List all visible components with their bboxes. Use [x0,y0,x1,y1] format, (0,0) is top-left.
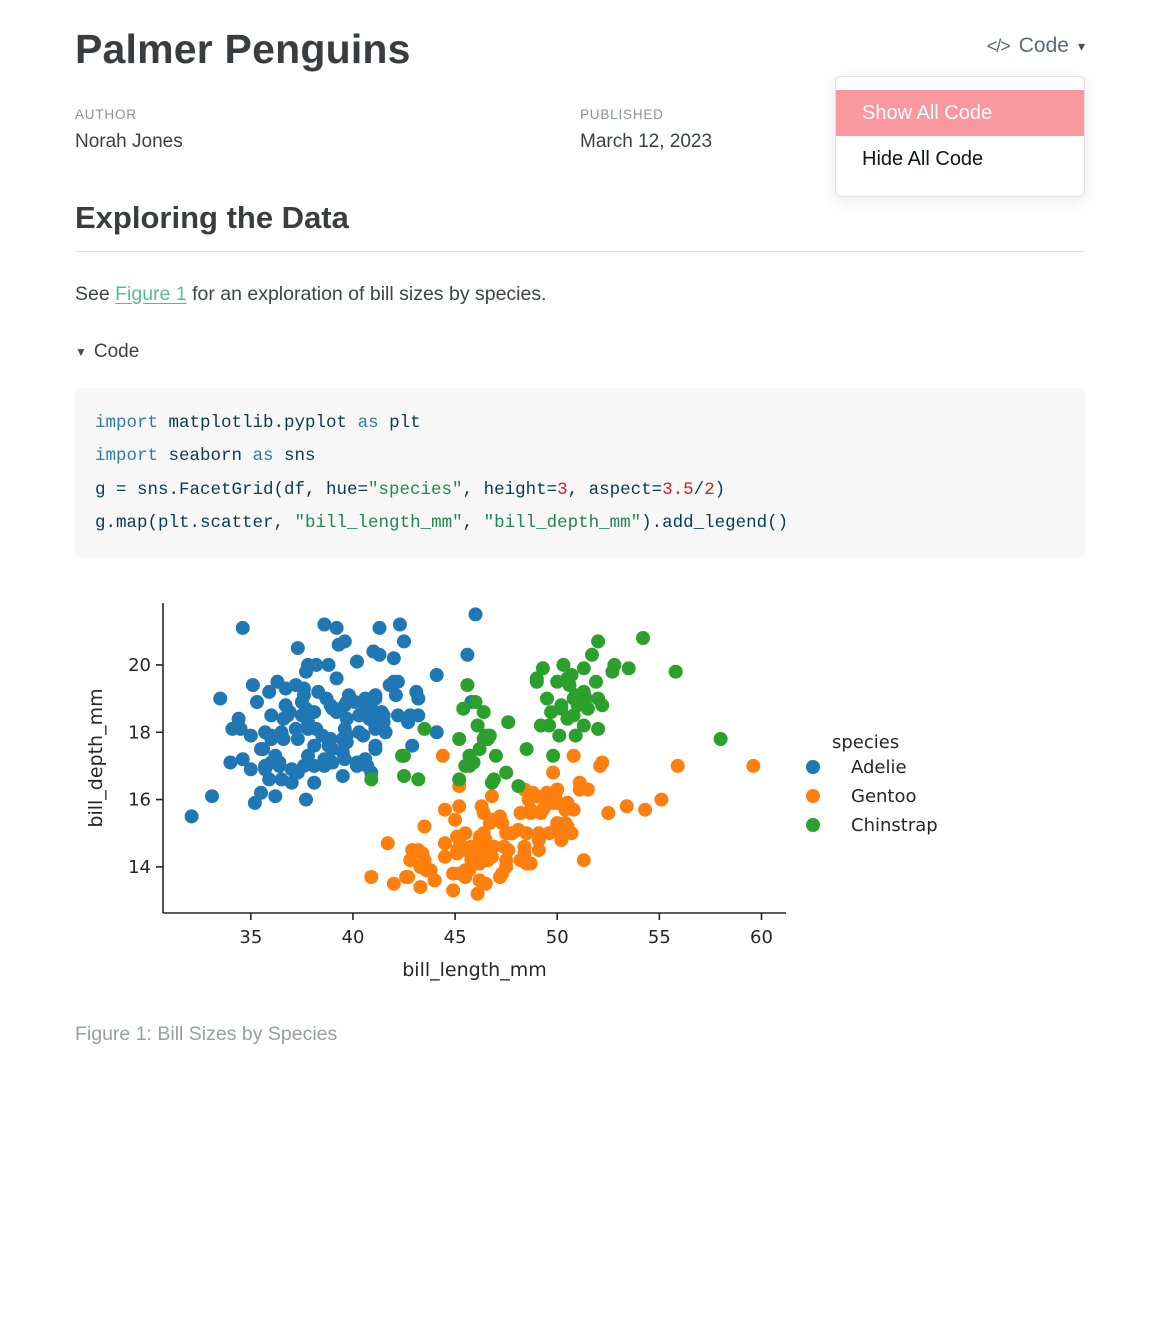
code-tools: </> Code ▾ Show All Code Hide All Code [835,34,1085,197]
menu-item-hide-all-code[interactable]: Hide All Code [862,148,984,170]
published-block: PUBLISHED March 12, 2023 [580,107,1085,153]
svg-text:Gentoo: Gentoo [851,786,917,807]
code-fold-label: Code [93,341,140,362]
code-menu-dropdown: Show All Code Hide All Code [835,76,1085,197]
svg-text:50: 50 [546,927,569,948]
author-label: AUTHOR [75,107,137,122]
svg-text:Adelie: Adelie [851,757,907,778]
section-heading: Exploring the Data [75,200,1085,252]
svg-text:20: 20 [128,654,151,675]
svg-text:bill_depth_mm: bill_depth_mm [85,688,107,827]
author-block: AUTHOR Norah Jones [75,107,580,153]
svg-text:18: 18 [128,722,151,743]
menu-item-show-all-code[interactable]: Show All Code [836,90,1084,136]
svg-text:40: 40 [342,927,365,948]
title-meta: AUTHOR Norah Jones PUBLISHED March 12, 2… [75,107,1085,153]
svg-text:bill_length_mm: bill_length_mm [402,959,546,981]
code-content: import matplotlib.pyplot as plt import s… [95,413,789,534]
svg-text:species: species [832,732,899,753]
svg-text:14: 14 [128,856,151,877]
svg-text:60: 60 [750,927,773,948]
author-name: Norah Jones [75,131,183,152]
paragraph-text-post: for an exploration of bill sizes by spec… [186,283,547,305]
published-date: March 12, 2023 [580,131,713,152]
svg-text:35: 35 [239,927,262,948]
intro-paragraph: See Figure 1 for an exploration of bill … [75,283,1085,306]
figure-caption: Figure 1: Bill Sizes by Species [75,1022,338,1045]
chevron-down-icon: ▾ [1077,37,1085,54]
scatter-plot: 35 40 45 50 55 60 14 16 18 20 bill_length_mm bill_d… [85,602,938,981]
figure-1: 35 40 45 50 55 60 14 16 18 20 bill_length_mm bill_d… [75,598,1085,1046]
published-label: PUBLISHED [580,107,664,122]
figure-1-link[interactable]: Figure 1 [115,283,187,305]
page-title: Palmer Penguins [75,26,411,72]
title-block: Palmer Penguins </> Code ▾ Show All Code… [75,26,1085,197]
svg-text:16: 16 [128,789,151,810]
svg-text:55: 55 [648,927,671,948]
code-brackets-icon: </> [986,35,1011,56]
svg-text:Chinstrap: Chinstrap [851,815,938,836]
code-menu-button-label: Code [1018,34,1069,57]
paragraph-text-pre: See [75,283,116,305]
document-page: Palmer Penguins </> Code ▾ Show All Code… [0,26,1160,1046]
code-block: import matplotlib.pyplot as plt import s… [75,388,1085,558]
code-menu-button[interactable]: </> Code ▾ [987,34,1085,58]
code-fold-toggle[interactable]: ▼ Code [75,341,1085,363]
svg-text:45: 45 [444,927,467,948]
triangle-down-icon: ▼ [75,345,87,359]
